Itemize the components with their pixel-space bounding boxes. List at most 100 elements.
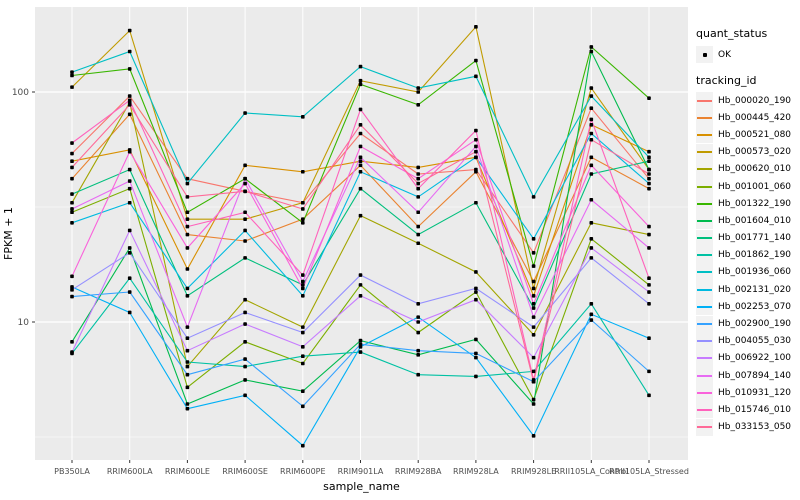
data-point: [185, 217, 190, 221]
data-point: [647, 155, 651, 160]
data-point: [531, 325, 536, 329]
data-point: [243, 297, 247, 302]
data-point: [589, 94, 594, 98]
legend-item-label: Hb_006922_100: [718, 353, 792, 364]
data-point: [416, 301, 420, 306]
data-point: [70, 165, 74, 170]
legend-item-label: Hb_002253_070: [718, 301, 792, 312]
legend-key-box: [696, 281, 713, 299]
legend-item-Hb_000521_080: Hb_000521_080: [696, 126, 792, 144]
data-point: [647, 186, 651, 191]
legend-item-Hb_000445_420: Hb_000445_420: [696, 109, 791, 127]
data-point: [127, 310, 132, 315]
data-point: [416, 165, 420, 170]
data-point: [647, 224, 651, 229]
data-point: [531, 369, 536, 374]
legend-item-Hb_002253_070: Hb_002253_070: [696, 298, 792, 316]
data-point: [358, 64, 363, 69]
legend-key-box: [696, 263, 713, 281]
data-point: [185, 385, 190, 390]
legend-item-Hb_010931_120: Hb_010931_120: [696, 384, 791, 402]
legend-item-Hb_002900_190: Hb_002900_190: [696, 315, 791, 333]
data-point: [127, 94, 132, 98]
data-point: [70, 220, 74, 225]
data-point: [185, 286, 190, 291]
plot-area: 10 100 PB350LA RRIM600LA RRIM600LE RRIM600SE R…: [2, 7, 689, 493]
data-point: [243, 239, 247, 243]
data-point: [358, 338, 363, 343]
data-point: [301, 286, 305, 291]
data-point: [185, 224, 190, 229]
data-point: [474, 200, 478, 205]
data-point: [474, 25, 478, 29]
data-point: [647, 393, 651, 398]
data-point: [127, 276, 132, 281]
legend-key-box: [696, 367, 713, 385]
data-point: [416, 181, 420, 186]
data-point: [358, 169, 363, 174]
x-axis-title: sample_name: [323, 480, 400, 493]
data-point: [647, 336, 651, 341]
data-point: [647, 301, 651, 306]
data-point: [127, 98, 132, 103]
legend-item-label: Hb_000573_020: [718, 147, 792, 158]
data-point: [531, 286, 536, 291]
data-point: [301, 273, 305, 277]
legend-item-Hb_001771_140: Hb_001771_140: [696, 229, 791, 247]
legend-key-line-icon: [697, 305, 712, 308]
data-point: [531, 237, 536, 241]
legend-item-label: Hb_000521_080: [718, 129, 792, 140]
legend-key-line-icon: [697, 374, 712, 377]
data-point: [474, 351, 478, 356]
data-point: [474, 337, 478, 342]
data-point: [589, 117, 594, 122]
data-point: [185, 181, 190, 186]
y-tick-label: 10: [18, 318, 30, 328]
legend-key-box: [696, 92, 713, 110]
legend-item-Hb_000620_010: Hb_000620_010: [696, 160, 792, 178]
x-tick-label: RRII105LA_Control: [554, 467, 628, 476]
legend-key-box: [696, 315, 713, 333]
x-tick-label: RRIM600PE: [280, 467, 326, 476]
data-point: [127, 179, 132, 183]
data-point: [243, 228, 247, 233]
legend-item-label: OK: [718, 49, 731, 60]
data-point: [531, 315, 536, 319]
legend-key-box: [696, 332, 713, 350]
data-point: [185, 246, 190, 250]
data-point: [243, 217, 247, 221]
data-point: [70, 141, 74, 145]
data-point: [358, 213, 363, 218]
x-tick-label: RRIM600SE: [222, 467, 268, 476]
x-tick-label: RRIM928BA: [395, 467, 442, 476]
data-point: [185, 406, 190, 411]
legend-key-line-icon: [697, 323, 712, 326]
data-point: [301, 293, 305, 298]
data-point: [474, 286, 478, 291]
data-point: [647, 181, 651, 186]
legend-item-Hb_006922_100: Hb_006922_100: [696, 349, 792, 367]
legend-title-quant-status: quant_status: [696, 27, 768, 40]
data-point: [185, 267, 190, 271]
data-point: [358, 273, 363, 277]
data-point: [531, 306, 536, 310]
data-point: [243, 322, 247, 326]
data-point: [301, 217, 305, 221]
data-point: [474, 169, 478, 174]
data-point: [127, 149, 132, 154]
data-point: [358, 131, 363, 136]
data-point: [358, 342, 363, 347]
legend-item-label: Hb_002131_020: [718, 284, 792, 295]
data-point: [416, 372, 420, 377]
data-point: [243, 163, 247, 168]
data-point: [589, 163, 594, 168]
data-point: [127, 200, 132, 205]
legend-item-label: Hb_000620_010: [718, 164, 792, 175]
data-point: [70, 340, 74, 344]
data-point: [127, 112, 132, 117]
data-point: [358, 78, 363, 83]
data-point: [301, 220, 305, 225]
data-point: [185, 195, 190, 199]
data-point: [416, 186, 420, 191]
legend-key-box: [696, 298, 713, 316]
